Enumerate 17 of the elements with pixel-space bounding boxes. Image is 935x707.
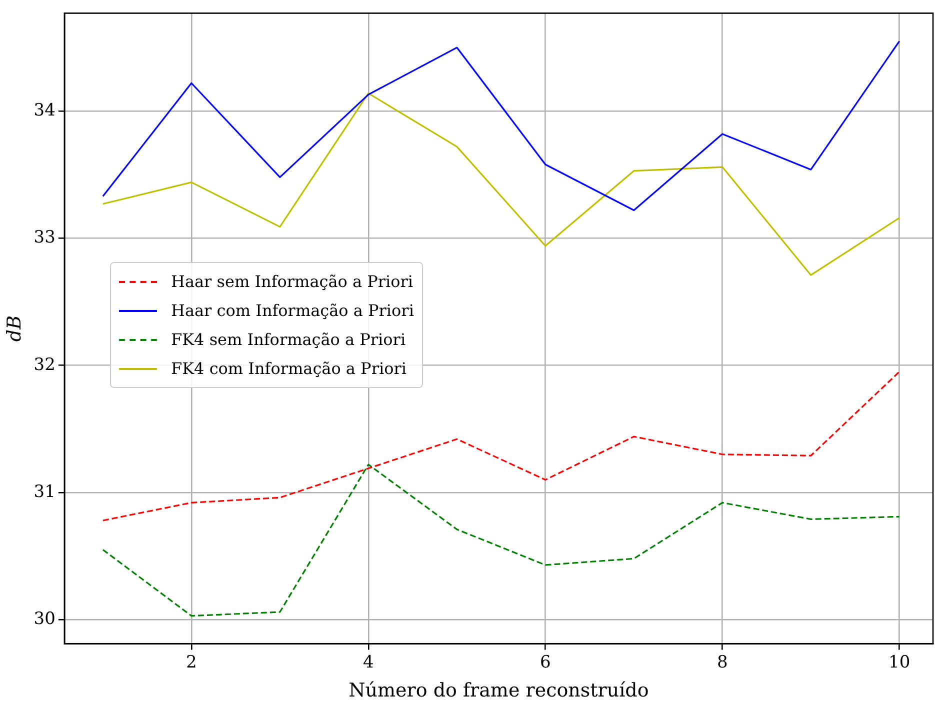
y-tick-label: 30 bbox=[34, 609, 56, 630]
y-tick-label: 33 bbox=[34, 228, 56, 248]
x-tick-label: 8 bbox=[716, 652, 728, 672]
legend-label: Haar com Informação a Priori bbox=[171, 301, 414, 320]
legend-label: Haar sem Informação a Priori bbox=[171, 272, 414, 291]
x-tick-label: 10 bbox=[888, 652, 910, 672]
x-tick-label: 6 bbox=[540, 652, 551, 672]
x-axis-title: Número do frame reconstruído bbox=[348, 680, 649, 702]
line-series bbox=[102, 464, 900, 617]
y-tick-label: 32 bbox=[34, 354, 56, 375]
x-tick-label: 2 bbox=[186, 652, 197, 672]
y-axis-title: dB bbox=[3, 315, 26, 342]
legend-label: FK4 com Informação a Priori bbox=[171, 359, 406, 378]
x-tick-label: 4 bbox=[362, 652, 374, 672]
y-tick-label: 34 bbox=[34, 100, 56, 121]
legend-label: FK4 sem Informação a Priori bbox=[171, 330, 406, 349]
y-tick-label: 31 bbox=[34, 482, 56, 502]
